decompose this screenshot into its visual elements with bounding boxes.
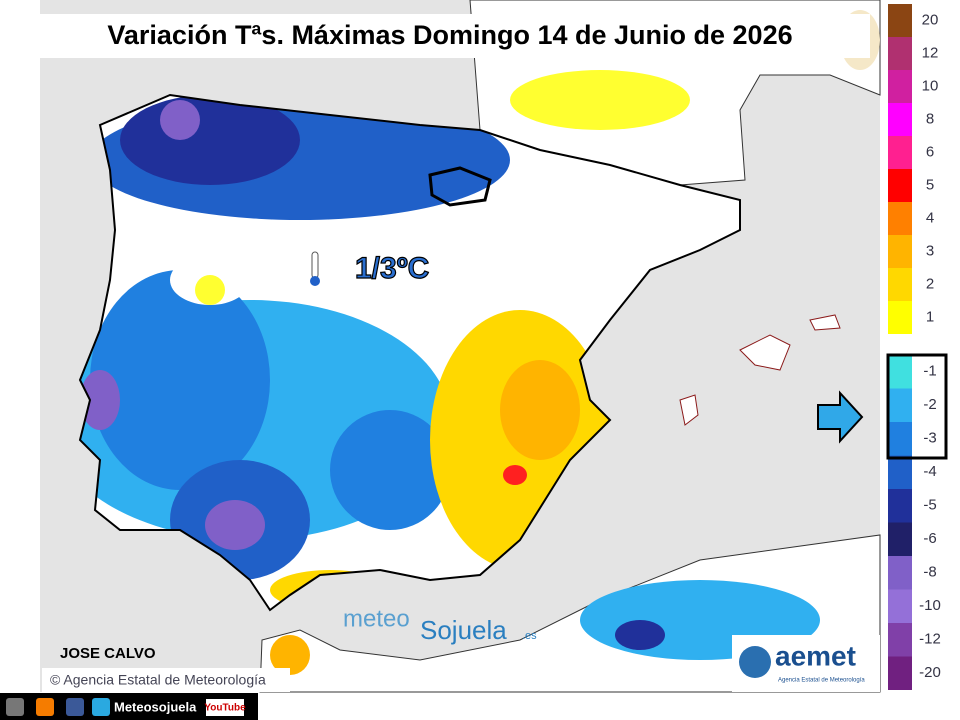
legend-swatch — [888, 623, 912, 657]
legend-label: 2 — [926, 275, 934, 292]
legend-label: 4 — [926, 209, 934, 226]
anomaly — [160, 100, 200, 140]
legend-label: 1 — [926, 308, 934, 325]
title: Variación Tªs. Máximas Domingo 14 de Jun… — [107, 20, 792, 50]
watermark-part2: Sojuela — [420, 615, 507, 645]
instagram-icon[interactable] — [6, 698, 24, 716]
legend-label: -6 — [923, 530, 936, 547]
legend-swatch — [888, 301, 912, 334]
legend-label: 12 — [922, 44, 939, 61]
anomaly — [503, 465, 527, 485]
legend-swatch — [888, 455, 912, 489]
legend-label: -3 — [923, 430, 936, 447]
author: JOSE CALVO — [60, 645, 156, 662]
legend-swatch — [888, 656, 912, 690]
legend-swatch — [888, 169, 912, 202]
legend-swatch — [888, 37, 912, 70]
legend-swatch — [888, 235, 912, 268]
legend-label: 6 — [926, 143, 934, 160]
footer-site[interactable]: Meteosojuela — [114, 699, 197, 714]
thermometer-bulb — [310, 276, 320, 286]
copyright-box — [42, 668, 290, 692]
legend-swatch — [888, 268, 912, 301]
blogger-icon[interactable] — [36, 698, 54, 716]
legend-label: -20 — [919, 664, 941, 681]
logo-name: aemet — [775, 640, 856, 671]
legend-label: 5 — [926, 176, 934, 193]
anomaly — [205, 500, 265, 550]
watermark-part3: .es — [522, 630, 537, 642]
la-rioja-outline — [428, 166, 492, 207]
anomaly — [615, 620, 665, 650]
thermometer-icon — [311, 251, 319, 279]
legend-swatch — [888, 556, 912, 590]
coastline — [78, 93, 741, 612]
legend-swatch — [888, 202, 912, 235]
copyright: © Agencia Estatal de Meteorología — [50, 672, 266, 688]
title-box — [30, 14, 870, 58]
anomaly — [90, 270, 270, 490]
legend-label: 3 — [926, 242, 934, 259]
legend-label: -2 — [923, 396, 936, 413]
legend-label: 10 — [922, 77, 939, 94]
youtube-box[interactable] — [206, 699, 244, 716]
anomaly — [330, 410, 450, 530]
legend-swatch — [888, 522, 912, 556]
legend-swatch — [888, 589, 912, 623]
legend-highlight — [886, 353, 948, 460]
legend-swatch — [888, 4, 912, 37]
anomaly — [195, 275, 225, 305]
legend-label: -5 — [923, 497, 936, 514]
mallorca — [739, 334, 791, 371]
logo-icon — [739, 646, 771, 678]
legend-label: -10 — [919, 597, 941, 614]
legend-swatch — [888, 388, 912, 422]
legend-swatch — [888, 489, 912, 523]
legend-label: -1 — [923, 363, 936, 380]
legend-label: -4 — [923, 463, 936, 480]
twitter-icon[interactable] — [92, 698, 110, 716]
anomaly — [500, 360, 580, 460]
legend-label: -12 — [919, 631, 941, 648]
legend: 20 12 10 8 6 5 4 3 2 1 -1 -2 -3 -4 -5 -6 -8 -10 -12 -20 — [888, 4, 941, 690]
legend-swatch — [888, 70, 912, 103]
legend-swatch — [888, 136, 912, 169]
ibiza — [679, 394, 699, 426]
menorca — [809, 314, 841, 331]
legend-swatch — [888, 355, 912, 389]
facebook-icon[interactable] — [66, 698, 84, 716]
watermark-part1: meteo — [343, 605, 410, 632]
legend-swatch — [888, 422, 912, 456]
footer-video[interactable]: YouTube — [204, 703, 246, 714]
anomaly-field — [80, 95, 610, 610]
legend-label: 20 — [922, 11, 939, 28]
legend-label: -8 — [923, 564, 936, 581]
anomaly — [510, 70, 690, 130]
legend-arrow — [817, 390, 864, 444]
legend-label: 8 — [926, 110, 934, 127]
annotation-text: 1/3ºC — [355, 252, 429, 285]
anomaly — [80, 370, 120, 430]
logo-subtitle: Agencia Estatal de Meteorología — [778, 678, 865, 684]
anomaly — [270, 635, 310, 675]
legend-swatch — [888, 103, 912, 136]
